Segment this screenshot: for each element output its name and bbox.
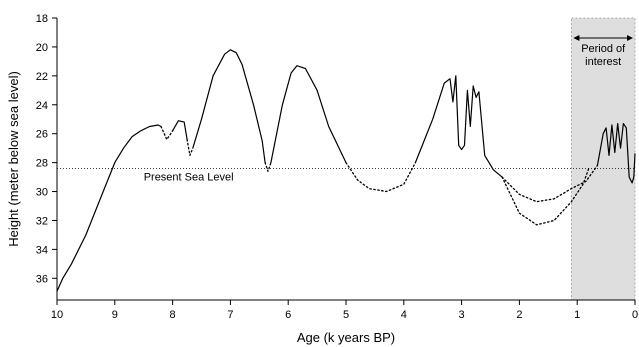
period-label-line1: Period of bbox=[581, 43, 626, 55]
x-tick-label: 2 bbox=[516, 309, 522, 321]
period-label-line2: interest bbox=[585, 56, 621, 68]
period-annotation: Period of interest bbox=[573, 35, 633, 68]
x-tick-label: 1 bbox=[574, 309, 580, 321]
series-line-3 bbox=[172, 120, 188, 141]
x-tick-label: 7 bbox=[227, 309, 233, 321]
series-line-12 bbox=[596, 123, 636, 184]
series-line-10 bbox=[501, 164, 599, 203]
series-line-9 bbox=[414, 75, 503, 178]
x-tick-label: 8 bbox=[170, 309, 176, 321]
y-tick-label: 34 bbox=[36, 244, 48, 256]
x-tick-label: 5 bbox=[343, 309, 349, 321]
series-line-1 bbox=[56, 124, 162, 292]
x-axis-title: Age (k years BP) bbox=[297, 330, 395, 345]
period-of-interest-region bbox=[571, 17, 636, 301]
x-tick-label: 0 bbox=[632, 309, 638, 321]
present-sea-level-label: Present Sea Level bbox=[144, 171, 234, 183]
series-line-2 bbox=[160, 125, 174, 141]
x-tick-label: 9 bbox=[112, 309, 118, 321]
y-tick-label: 28 bbox=[36, 158, 48, 170]
series-line-5 bbox=[192, 49, 266, 164]
y-tick-label: 18 bbox=[36, 13, 48, 25]
series-line-11 bbox=[501, 167, 590, 226]
x-tick-label: 4 bbox=[401, 309, 407, 321]
y-tick-label: 20 bbox=[36, 42, 48, 54]
series-line-4 bbox=[186, 138, 194, 157]
series-line-8 bbox=[345, 161, 417, 193]
series-line-6 bbox=[264, 161, 272, 172]
y-tick-label: 24 bbox=[36, 100, 48, 112]
y-tick-label: 36 bbox=[36, 273, 48, 285]
x-tick-label: 10 bbox=[51, 309, 63, 321]
x-tick-label: 6 bbox=[285, 309, 291, 321]
y-tick-label: 30 bbox=[36, 187, 48, 199]
series-line-7 bbox=[270, 65, 347, 164]
y-tick-label: 22 bbox=[36, 71, 48, 83]
y-tick-label: 32 bbox=[36, 215, 48, 227]
period-arrow-head-right bbox=[627, 35, 633, 41]
x-tick-label: 3 bbox=[459, 309, 465, 321]
y-axis-title: Height (meter below sea level) bbox=[6, 71, 21, 247]
period-arrow-head-left bbox=[573, 35, 580, 41]
y-tick-label: 26 bbox=[36, 129, 48, 141]
